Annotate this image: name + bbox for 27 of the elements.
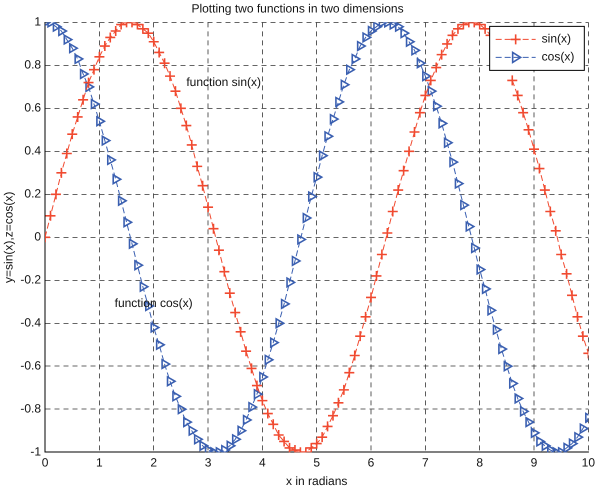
x-tick-label: 1 [96, 456, 104, 470]
x-tick-label: 3 [204, 456, 212, 470]
y-tick-label: -0.2 [20, 272, 42, 287]
x-tick-label: 2 [150, 456, 158, 470]
y-tick-label: 0.4 [24, 144, 42, 158]
y-tick-label: 0.6 [24, 100, 42, 115]
y-tick-label: 0.8 [24, 58, 42, 72]
y-axis-title: y=sin(x),z=cos(x) [2, 192, 16, 283]
y-tick-label: -0.4 [20, 316, 42, 330]
y-tick-label: 0.2 [24, 186, 42, 201]
legend-label: cos(x) [542, 50, 574, 64]
x-tick-label: 7 [422, 456, 430, 470]
x-tick-label: 4 [259, 456, 266, 470]
annotation: function sin(x) [186, 74, 262, 89]
y-tick-label: -1 [30, 444, 42, 459]
chart-title: Plotting two functions in two dimensions [191, 2, 404, 16]
y-tick-label: -0.6 [20, 358, 42, 373]
x-tick-label: 10 [582, 456, 596, 470]
x-axis-title: x in radians [286, 474, 348, 488]
legend-label: sin(x) [542, 32, 572, 46]
x-tick-label: 8 [476, 456, 484, 470]
y-tick-label: 0 [34, 230, 42, 244]
x-tick-label: 5 [313, 456, 320, 470]
x-tick-label: 9 [530, 456, 538, 470]
y-tick-label: 1 [34, 14, 42, 29]
y-tick-label: -0.8 [20, 402, 42, 416]
x-tick-label: 6 [368, 456, 375, 470]
